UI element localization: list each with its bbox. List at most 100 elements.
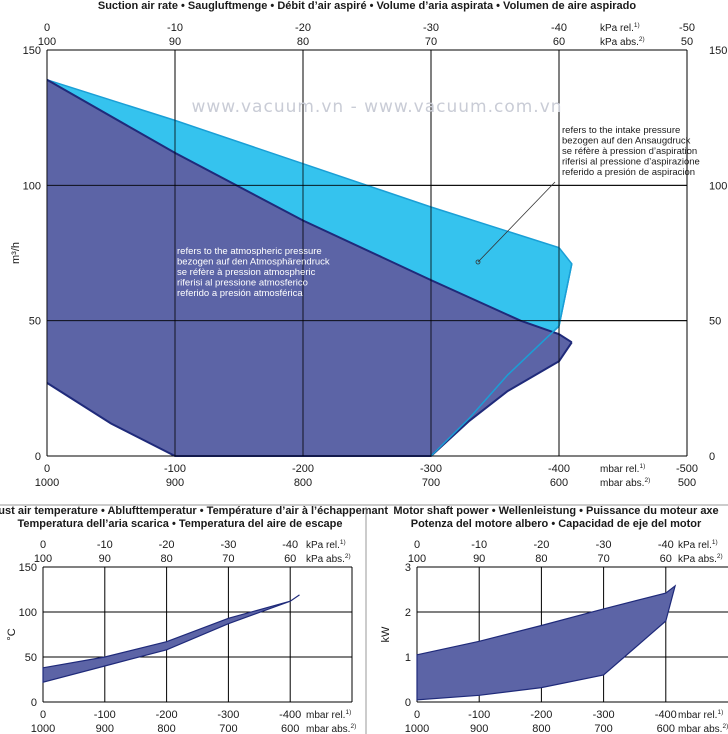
suction-chart-title: Suction air rate • Saugluftmenge • Débit…: [98, 0, 637, 12]
x-tick-label-kpa-rel: -10: [471, 539, 487, 551]
y-tick-label: 0: [31, 697, 37, 709]
power-chart: 0 1 2 3 kW 0 1000 0 100 -100 900 -10 90 -200 800 -20 80 -…: [380, 539, 728, 734]
power-chart-title-line2: Potenza del motore albero • Capacidad de…: [411, 518, 702, 530]
unit-footnote-mark: 2): [345, 553, 351, 560]
intake-note-line: riferisi al pressione d’aspirazione: [562, 157, 700, 168]
x-tick-label-kpa-abs: 60: [553, 36, 565, 48]
x-tick-label-kpa-rel: -40: [658, 539, 674, 551]
x-tick-label-mbar-abs: 600: [657, 723, 675, 734]
unit-footnote-mark: 1): [340, 539, 346, 546]
x-unit-kpa-abs: kPa abs.2): [678, 553, 723, 565]
y-tick-label: 50: [25, 652, 37, 664]
x-tick-label-mbar-rel: -100: [94, 709, 116, 721]
y-tick-label: 150: [19, 562, 37, 574]
unit-footnote-mark: 2): [717, 553, 723, 560]
unit-footnote-mark: 2): [644, 477, 650, 484]
x-tick-label-mbar-abs: 900: [96, 723, 114, 734]
y-tick-label: 1: [405, 652, 411, 664]
unit-footnote-mark: 1): [639, 463, 645, 470]
x-tick-label-kpa-rel: -10: [167, 22, 183, 34]
x-unit-kpa-abs: kPa abs.2): [306, 553, 351, 565]
x-unit-kpa-abs: kPa abs.2): [600, 36, 645, 48]
x-tick-label-mbar-rel: -400: [279, 709, 301, 721]
temperature-chart: 050100150°C010000100-100900-1090-200800-…: [6, 539, 356, 734]
x-tick-label-mbar-abs: 800: [532, 723, 550, 734]
x-unit-kpa-rel: kPa rel.1): [678, 539, 718, 551]
unit-footnote-mark: 2): [350, 723, 356, 730]
x-tick-label-kpa-rel: -50: [679, 22, 695, 34]
intake-note-line: bezogen auf den Ansaugdruck: [562, 136, 691, 147]
x-tick-label-kpa-abs: 90: [99, 553, 111, 565]
intake-note-line: refers to the intake pressure: [562, 125, 680, 136]
atmospheric-note-line: se réfère à pression atmospheric: [177, 267, 316, 278]
x-tick-label-kpa-abs: 70: [222, 553, 234, 565]
temperature-chart-title-line2: Temperatura dell’aria scarica • Temperat…: [17, 518, 342, 530]
x-tick-label-kpa-rel: 0: [40, 539, 46, 551]
x-unit-mbar-rel: mbar rel.1): [678, 709, 723, 721]
x-unit-kpa-rel: kPa rel.1): [306, 539, 346, 551]
x-tick-label-mbar-abs: 900: [470, 723, 488, 734]
x-tick-label-mbar-rel: 0: [414, 709, 420, 721]
y-tick-label: 50: [29, 316, 41, 328]
y-tick-label: 100: [23, 180, 41, 192]
unit-footnote-mark: 1): [717, 709, 723, 716]
y-tick-label-right: 50: [709, 316, 721, 328]
unit-footnote-mark: 2): [639, 36, 645, 43]
x-tick-label-kpa-abs: 100: [38, 36, 56, 48]
unit-footnote-mark: 1): [712, 539, 718, 546]
y-tick-label: 2: [405, 607, 411, 619]
watermark-text: www.vacuum.vn - www.vacuum.com.vn: [191, 97, 562, 117]
x-tick-label-mbar-abs: 700: [219, 723, 237, 734]
x-tick-label-mbar-rel: -400: [655, 709, 677, 721]
x-tick-label-kpa-abs: 100: [408, 553, 426, 565]
x-tick-label-mbar-abs: 700: [422, 477, 440, 489]
y-tick-label-right: 150: [709, 45, 727, 57]
x-tick-label-kpa-rel: -30: [220, 539, 236, 551]
x-tick-label-mbar-rel: -200: [292, 463, 314, 475]
y-tick-label-right: 0: [709, 451, 715, 463]
temperature-chart-title-line1: Exhaust air temperature • Ablufttemperat…: [0, 505, 388, 517]
x-tick-label-mbar-rel: -100: [468, 709, 490, 721]
atmospheric-note-line: refers to the atmospheric pressure: [177, 246, 322, 257]
x-tick-label-mbar-rel: 0: [40, 709, 46, 721]
x-tick-label-mbar-rel: -200: [156, 709, 178, 721]
x-tick-label-kpa-abs: 80: [297, 36, 309, 48]
atmospheric-lower-line: [46, 341, 573, 457]
x-tick-label-mbar-abs: 500: [678, 477, 696, 489]
intake-lower-line: [430, 263, 573, 457]
y-axis-label: kW: [380, 626, 392, 643]
x-tick-label-kpa-abs: 70: [597, 553, 609, 565]
y-tick-label: 0: [405, 697, 411, 709]
x-tick-label-mbar-abs: 600: [550, 477, 568, 489]
x-tick-label-mbar-rel: -500: [676, 463, 698, 475]
x-unit-mbar-rel: mbar rel.1): [600, 463, 645, 475]
x-unit-mbar-abs: mbar abs.2): [306, 723, 356, 734]
x-tick-label-mbar-rel: -300: [593, 709, 615, 721]
x-tick-label-mbar-rel: 0: [44, 463, 50, 475]
atmospheric-note-line: riferisi al pressione atmosferico: [177, 278, 308, 289]
x-tick-label-kpa-rel: -40: [551, 22, 567, 34]
x-tick-label-mbar-rel: -200: [530, 709, 552, 721]
intake-note-marker: [475, 259, 481, 265]
x-tick-label-kpa-abs: 80: [160, 553, 172, 565]
intake-note-line: referido a presión de aspiracion: [562, 167, 695, 178]
x-unit-kpa-rel: kPa rel.1): [600, 22, 640, 34]
x-tick-label-kpa-abs: 60: [284, 553, 296, 565]
x-tick-label-kpa-abs: 50: [681, 36, 693, 48]
x-tick-label-mbar-abs: 1000: [405, 723, 429, 734]
x-tick-label-mbar-rel: -400: [548, 463, 570, 475]
x-tick-label-kpa-abs: 100: [34, 553, 52, 565]
x-tick-label-mbar-abs: 1000: [31, 723, 55, 734]
x-tick-label-kpa-rel: -20: [533, 539, 549, 551]
x-unit-mbar-rel: mbar rel.1): [306, 709, 351, 721]
atmospheric-pressure-area: [47, 79, 572, 457]
x-tick-label-mbar-abs: 800: [294, 477, 312, 489]
power-band: [416, 584, 677, 701]
x-tick-label-kpa-rel: -20: [159, 539, 175, 551]
y-axis-label: °C: [6, 628, 18, 640]
intake-note-line: se réfère à pression d’aspiration: [562, 146, 697, 157]
y-tick-label: 100: [19, 607, 37, 619]
power-chart-title-line1: Motor shaft power • Wellenleistung • Pui…: [393, 505, 718, 517]
